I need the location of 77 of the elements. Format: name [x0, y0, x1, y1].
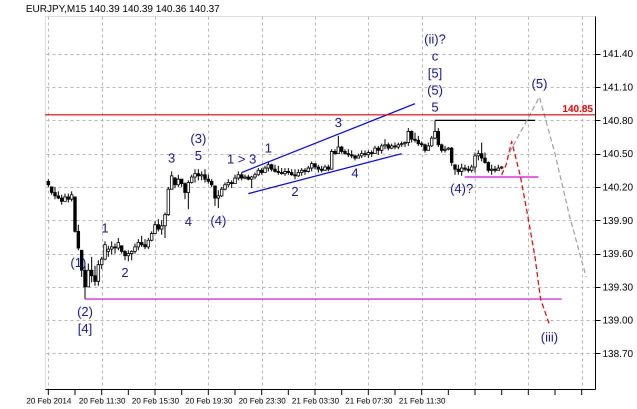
- candlestick: [490, 164, 494, 176]
- candlestick: [96, 260, 100, 286]
- candlestick: [116, 238, 120, 251]
- candlestick: [216, 190, 220, 209]
- candlestick: [193, 168, 197, 184]
- y-tick-label: 139.90: [602, 216, 634, 227]
- annotation: (2): [77, 304, 93, 320]
- candlestick: [480, 142, 484, 162]
- annotation: 1: [264, 140, 272, 156]
- y-tick-label: 139.60: [602, 249, 634, 260]
- annotation: 5: [431, 99, 439, 114]
- annotation: (3): [190, 131, 206, 146]
- candlestick: [380, 143, 384, 154]
- annotation: [4]: [78, 321, 92, 336]
- annotation: 2: [121, 265, 129, 280]
- annotation: (5): [427, 82, 443, 98]
- candlestick: [266, 160, 270, 172]
- x-tick-label: 20 Feb 2014: [26, 396, 72, 406]
- candlestick: [456, 164, 460, 176]
- annotation: 1: [101, 220, 109, 236]
- y-tick-label: 141.40: [602, 49, 634, 60]
- annotation: 1 > 3: [227, 152, 256, 167]
- annotation: (4)?: [450, 180, 474, 196]
- candlestick: [196, 168, 200, 181]
- y-tick-label: 140.80: [602, 116, 634, 127]
- candlestick: [176, 174, 180, 188]
- annotation: c: [432, 48, 439, 64]
- x-tick-label: 21 Feb 11:30: [398, 396, 446, 406]
- annotation: 4: [351, 165, 359, 180]
- annotation: 3: [168, 150, 176, 166]
- annotation: (4): [210, 213, 226, 228]
- candlestick: [156, 218, 160, 232]
- candlestick: [330, 148, 334, 170]
- y-tick-label: 139.00: [602, 316, 634, 327]
- annotation: [5]: [428, 65, 442, 80]
- x-tick-label: 21 Feb 03:30: [292, 396, 340, 406]
- annotation: 3: [334, 114, 342, 130]
- x-tick-label: 20 Feb 11:30: [78, 396, 126, 406]
- x-tick-label: 20 Feb 19:30: [185, 396, 233, 406]
- candlestick: [136, 238, 140, 251]
- candlestick: [106, 245, 110, 258]
- ref-line-label: 140.85: [562, 104, 594, 115]
- y-tick-label: 138.70: [602, 348, 634, 360]
- candlestick: [143, 238, 147, 250]
- candlestick: [473, 152, 477, 174]
- candlestick: [110, 240, 114, 256]
- y-tick-label: 139.30: [602, 282, 634, 294]
- candlestick: [450, 146, 454, 166]
- candlestick: [416, 135, 420, 146]
- y-tick-label: 141.10: [602, 82, 634, 94]
- chart-title: EURJPY,M15 140.39 140.39 140.36 140.37: [26, 4, 220, 15]
- x-tick-label: 21 Feb 07:30: [345, 396, 393, 406]
- x-tick-label: 20 Feb 23:30: [238, 396, 286, 406]
- annotation: (5): [532, 76, 548, 92]
- candlestick: [173, 176, 177, 189]
- y-tick-label: 140.50: [602, 149, 634, 160]
- y-tick-label: 140.20: [602, 182, 634, 194]
- candlestick: [310, 160, 314, 172]
- candlestick: [460, 163, 464, 176]
- candlestick: [383, 138, 387, 150]
- candlestick: [140, 235, 144, 248]
- candlestick: [336, 135, 340, 154]
- candlestick: [410, 130, 414, 144]
- candlestick: [250, 175, 254, 189]
- candlestick: [293, 168, 297, 180]
- annotation: 5: [194, 148, 202, 164]
- annotation: (ii)?: [424, 31, 446, 46]
- candlestick: [406, 128, 410, 146]
- line-series: [501, 140, 550, 326]
- candlestick: [60, 194, 64, 206]
- candlestick: [183, 182, 187, 200]
- annotation: (iii): [540, 330, 558, 345]
- annotation: 2: [291, 184, 299, 200]
- annotation: 4: [184, 214, 192, 230]
- candlestick: [126, 250, 130, 262]
- candlestick: [113, 243, 117, 254]
- x-tick-label: 20 Feb 15:30: [132, 396, 180, 406]
